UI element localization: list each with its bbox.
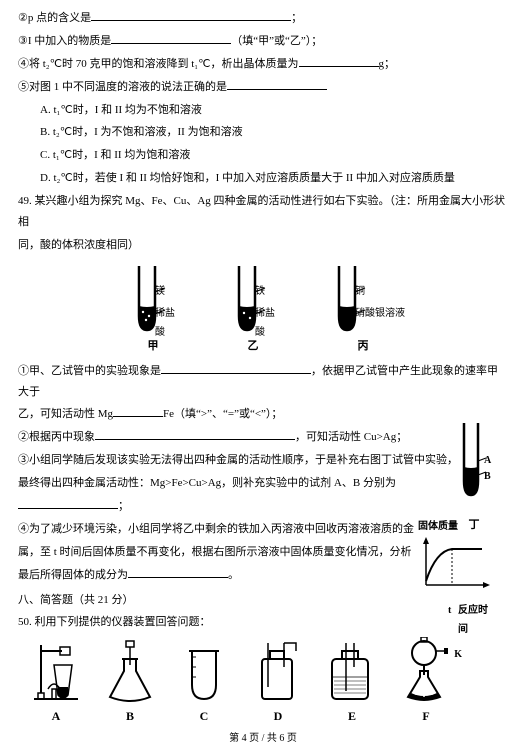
q49-3b: 最终得出四种金属活动性：Mg>Fe>Cu>Ag，则补充实验中的试剂 A、B 分别…	[18, 473, 508, 494]
equip-f-label: F	[422, 705, 429, 728]
q3-prefix: ③I 中加入的物质是	[18, 35, 111, 47]
equip-b-svg	[98, 637, 162, 703]
tube-bing: 铜 硝酸银溶液 丙	[323, 264, 403, 357]
graph-xlabel: 反应时间	[458, 601, 492, 639]
tube-jia-top: 镁	[155, 282, 165, 301]
q49-2a: ②根据丙中现象	[18, 431, 95, 443]
q49-3a: ③小组同学随后发现该实验无法得出四种金属的活动性顺序，于是补充右图丁试管中实验，	[18, 450, 508, 471]
equip-e-label: E	[348, 705, 356, 728]
q4-suffix: g；	[379, 58, 396, 70]
q5-option-a[interactable]: A. t₁℃时，I 和 II 均为不饱和溶液	[18, 100, 508, 121]
q4-blank[interactable]	[299, 66, 379, 67]
tubes-row: 镁 稀盐酸 甲 铁 稀盐酸 乙 铜 硝酸银	[18, 264, 508, 357]
q5-option-b[interactable]: B. t₂℃时，I 为不饱和溶液，II 为饱和溶液	[18, 122, 508, 143]
tube-jia-bottom: 稀盐酸	[155, 304, 183, 342]
q5-option-d[interactable]: D. t₂℃时，若使 I 和 II 均恰好饱和，I 中加入对应溶质质量大于 II…	[18, 168, 508, 189]
graph-ylabel: 固体质量	[418, 517, 492, 536]
q3-blank[interactable]	[111, 43, 231, 44]
page-footer: 第 4 页 / 共 6 页	[0, 729, 526, 748]
equip-a: A	[24, 637, 88, 728]
equip-f: K F	[394, 637, 458, 728]
graph-svg	[418, 537, 492, 595]
equip-e: E	[320, 637, 384, 728]
ding-b: B	[484, 467, 491, 486]
q2-blank[interactable]	[91, 20, 291, 21]
q49-stem2: 同，酸的体积浓度相同）	[18, 235, 508, 256]
graph-t: t	[448, 601, 451, 620]
q49-1a: ①甲、乙试管中的实验现象是	[18, 365, 161, 377]
q49-2-blank[interactable]	[95, 439, 295, 440]
q2-suffix: ；	[291, 12, 302, 24]
q2-prefix: ②p 点的含义是	[18, 12, 91, 24]
tube-yi-top: 铁	[255, 282, 265, 301]
q49-1d: Fe（填“>”、“=”或“<”）；	[163, 408, 282, 420]
q49-1-blank2[interactable]	[113, 416, 163, 417]
equip-c-svg	[172, 637, 236, 703]
tube-yi-bottom: 稀盐酸	[255, 304, 283, 342]
q5-option-c[interactable]: C. t₁℃时，I 和 II 均为饱和溶液	[18, 145, 508, 166]
equip-b: B	[98, 637, 162, 728]
equip-f-k: K	[454, 645, 462, 664]
q49-4d: 。	[228, 569, 239, 581]
tube-bing-top: 铜	[355, 282, 365, 301]
equip-b-label: B	[126, 705, 134, 728]
tube-yi: 铁 稀盐酸 乙	[223, 264, 283, 357]
q4-prefix: ④将 t₂℃时 70 克甲的饱和溶液降到 t₁℃，析出晶体质量为	[18, 58, 299, 70]
graph-box: 固体质量 t 反应时间	[418, 517, 492, 615]
tube-bing-label: 丙	[358, 336, 369, 357]
equip-a-svg	[24, 637, 88, 703]
equip-e-svg	[320, 637, 384, 703]
equip-d-label: D	[274, 705, 283, 728]
equip-d: D	[246, 637, 310, 728]
q49-1-blank1[interactable]	[161, 373, 311, 374]
q50-stem: 50. 利用下列提供的仪器装置回答问题：	[18, 612, 508, 633]
equip-c: C	[172, 637, 236, 728]
equipment-row: A B C D	[18, 637, 508, 728]
q49-4-blank[interactable]	[128, 577, 228, 578]
q49-3c: ；	[118, 500, 129, 512]
q5-blank[interactable]	[227, 89, 327, 90]
q49-stem: 49. 某兴趣小组为探究 Mg、Fe、Cu、Ag 四种金属的活动性进行如右下实验…	[18, 191, 508, 233]
q49-2b: ，可知活动性 Cu>Ag；	[295, 431, 407, 443]
q5-stem: ⑤对图 1 中不同温度的溶液的说法正确的是	[18, 81, 227, 93]
equip-c-label: C	[200, 705, 209, 728]
equip-a-label: A	[52, 705, 61, 728]
q49-1c: 乙，可知活动性 Mg	[18, 408, 113, 420]
q49-4c: 最后所得固体的成分为	[18, 569, 128, 581]
q3-suffix: （填“甲”或“乙”）；	[231, 35, 322, 47]
tube-jia: 镁 稀盐酸 甲	[123, 264, 183, 357]
tube-bing-bottom: 硝酸银溶液	[355, 304, 405, 323]
equip-f-svg	[394, 637, 458, 703]
q49-3-blank[interactable]	[18, 508, 118, 509]
equip-d-svg	[246, 637, 310, 703]
